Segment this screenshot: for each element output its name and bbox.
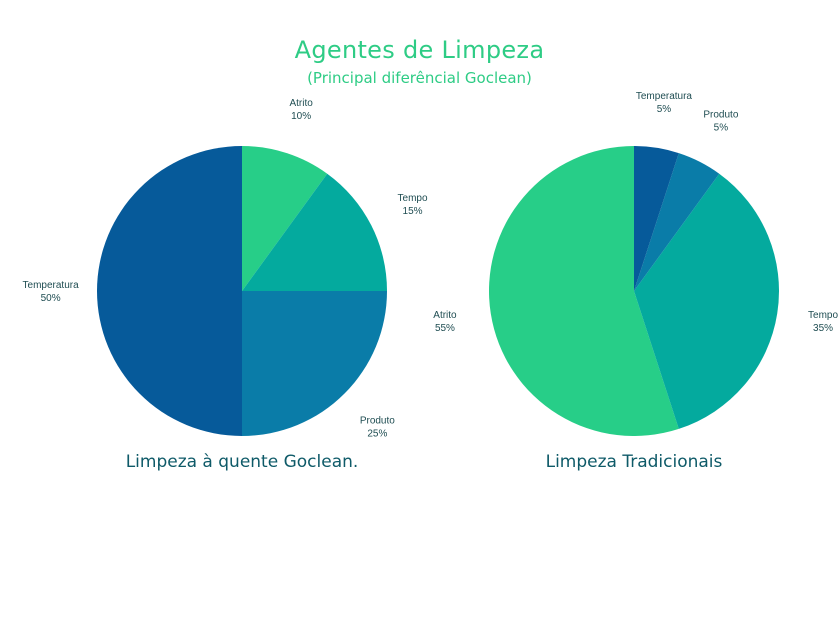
slice-label-tempo: Tempo 35%: [808, 310, 838, 334]
page-subtitle: (Principal diferêncial Goclean): [307, 69, 532, 87]
pie-slice-tempo: [242, 173, 387, 291]
slice-label-produto: Produto 25%: [360, 415, 395, 439]
pie-slice-tempo: [634, 173, 780, 429]
pie-slice-produto: [634, 153, 720, 291]
slice-label-atrito: Atrito 55%: [433, 310, 457, 334]
pie-chart-2: Atrito 55% Tempo 35% Produto 5% Temperatura 5% L…: [433, 91, 838, 472]
page-title: Agentes de Limpeza: [294, 36, 545, 64]
slice-label-tempo: Tempo 15%: [398, 193, 428, 217]
chart-title-2: Limpeza Tradicionais: [546, 452, 723, 472]
chart-title-1: Limpeza à quente Goclean.: [126, 452, 359, 472]
pie-slice-temperatura: [634, 146, 679, 291]
slice-label-produto: Produto 5%: [703, 109, 738, 133]
pie-slice-temperatura: [97, 146, 242, 436]
pie-slice-atrito: [488, 146, 679, 436]
pie-slice-atrito: [242, 146, 328, 291]
pie-slice-produto: [242, 291, 387, 436]
slice-label-atrito: Atrito 10%: [289, 98, 313, 122]
pie-chart-1: Atrito 10% Tempo 15% Produto 25% Temperatura 50…: [23, 98, 428, 472]
slice-label-temperatura: Temperatura 50%: [23, 280, 80, 304]
slice-label-temperatura: Temperatura 5%: [636, 91, 693, 115]
